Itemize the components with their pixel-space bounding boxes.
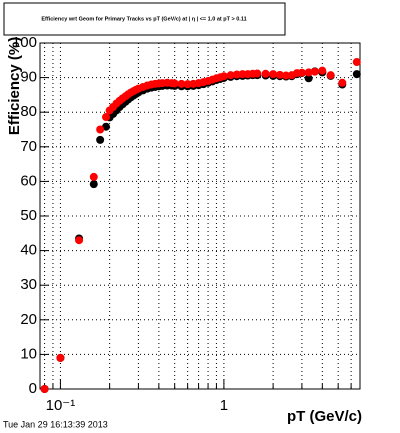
data-point xyxy=(282,71,291,80)
y-tick-label: 100 xyxy=(12,34,37,51)
data-point xyxy=(261,69,270,78)
data-point xyxy=(253,69,262,78)
data-point xyxy=(338,78,347,87)
data-point xyxy=(89,180,98,189)
data-point xyxy=(326,71,335,80)
data-point xyxy=(170,79,179,88)
data-point xyxy=(352,70,361,79)
y-tick-label: 30 xyxy=(20,276,37,293)
data-point xyxy=(310,67,319,76)
y-tick-label: 90 xyxy=(20,69,37,86)
y-tick-label: 50 xyxy=(20,207,37,224)
title-box xyxy=(3,2,286,36)
data-point xyxy=(275,70,284,79)
x-tick-label: 10⁻¹ xyxy=(46,397,76,414)
y-tick-label: 60 xyxy=(20,172,37,189)
data-point xyxy=(352,58,361,67)
y-tick-label: 0 xyxy=(29,380,37,397)
data-point xyxy=(96,125,105,134)
y-tick-label: 80 xyxy=(20,103,37,120)
y-axis-label: Efficiency (%) xyxy=(6,37,23,135)
x-tick-label: 1 xyxy=(220,397,228,414)
data-point xyxy=(304,74,313,83)
data-point xyxy=(304,68,313,77)
x-axis-label: pT (GeV/c) xyxy=(287,408,362,425)
data-point xyxy=(232,70,241,79)
data-point xyxy=(89,172,98,181)
timestamp: Tue Jan 29 16:13:39 2013 xyxy=(3,419,108,429)
data-point xyxy=(318,66,327,75)
data-point xyxy=(226,71,235,80)
data-point xyxy=(297,68,306,77)
y-tick-label: 20 xyxy=(20,311,37,328)
data-point xyxy=(75,236,84,245)
y-tick-label: 10 xyxy=(20,345,37,362)
data-point xyxy=(96,135,105,144)
data-point xyxy=(177,79,186,88)
data-point xyxy=(101,113,110,122)
data-point xyxy=(40,385,49,393)
data-point xyxy=(56,353,65,362)
data-point xyxy=(269,70,278,79)
y-tick-label: 70 xyxy=(20,138,37,155)
y-tick-label: 40 xyxy=(20,242,37,259)
data-point xyxy=(219,72,228,81)
data-point xyxy=(183,80,192,89)
chart-title: Efficiency wrt Geom for Primary Tracks v… xyxy=(41,16,246,22)
